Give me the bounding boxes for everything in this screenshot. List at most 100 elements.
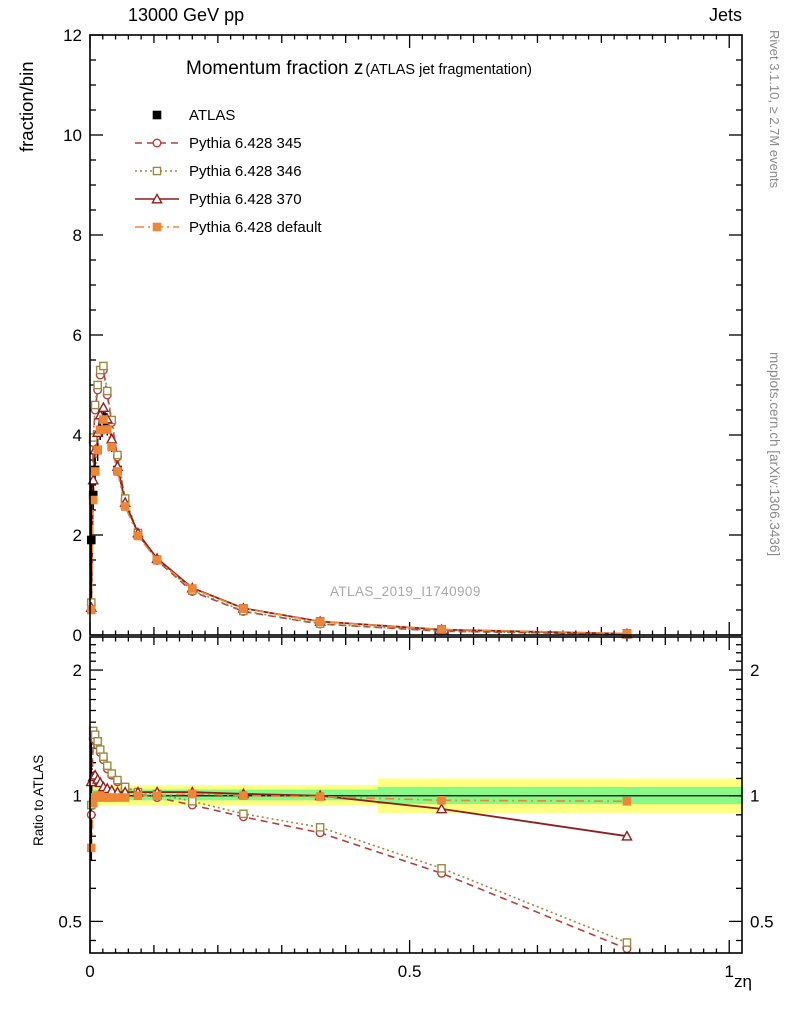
- square-filled-marker: [120, 502, 130, 511]
- circle-open-marker: [152, 138, 162, 148]
- y-tick-label: 4: [73, 426, 82, 445]
- legend-item-pythia-6-428-default: Pythia 6.428 default: [134, 218, 322, 236]
- square-open-marker: [102, 761, 112, 771]
- series-line-pythia-6-428-default: [90, 417, 627, 635]
- square-open-marker: [90, 400, 100, 410]
- square-filled-marker: [622, 629, 632, 638]
- x-tick-label: 1: [724, 962, 733, 981]
- triangle-open-marker: [97, 401, 110, 412]
- square-open-marker: [102, 386, 112, 396]
- square-filled-marker: [152, 110, 162, 120]
- square-open-marker: [315, 823, 325, 832]
- legend-item-pythia-6-428-370: Pythia 6.428 370: [134, 190, 322, 208]
- y-tick-label: 6: [73, 326, 82, 345]
- square-filled-marker: [113, 793, 122, 802]
- square-filled-marker: [86, 843, 96, 853]
- square-filled-marker: [113, 467, 122, 476]
- square-filled-marker: [133, 531, 143, 541]
- square-open-marker: [152, 166, 162, 176]
- square-filled-marker: [95, 425, 105, 435]
- square-open-marker: [113, 775, 122, 785]
- square-filled-marker: [437, 796, 446, 805]
- legend-swatch: [135, 138, 179, 148]
- legend: ATLAS Pythia 6.428 345 Pythia 6.428 346 Pyt…: [134, 106, 322, 236]
- main-panel-frame: [89, 34, 743, 636]
- square-open-marker: [99, 752, 108, 762]
- x-tick-label: 0.5: [398, 962, 422, 981]
- square-filled-marker: [239, 604, 248, 613]
- y-tick-label: 8: [73, 226, 82, 245]
- circle-open-marker: [86, 810, 96, 820]
- legend-item-atlas: ATLAS: [134, 106, 322, 124]
- beam-energy-label: 13000 GeV pp: [128, 5, 245, 25]
- x-tick-label: 0: [85, 962, 94, 981]
- legend-swatch: [135, 192, 179, 204]
- triangle-open-marker: [621, 830, 633, 841]
- series-line-pythia-6-428-370: [90, 404, 627, 635]
- square-filled-marker: [152, 555, 162, 565]
- square-filled-marker: [437, 625, 446, 634]
- series-markers: [85, 361, 633, 954]
- legend-swatch: [135, 166, 179, 176]
- square-open-marker: [239, 809, 248, 819]
- plot-title-main: Momentum fraction z: [186, 58, 364, 79]
- square-open-marker: [437, 864, 446, 873]
- square-filled-marker: [93, 445, 102, 455]
- y-tick-label: 10: [63, 126, 82, 145]
- y-tick-label: 1: [73, 787, 82, 806]
- square-open-marker: [187, 796, 197, 806]
- analysis-type-label: Jets: [708, 5, 742, 25]
- square-open-marker: [93, 380, 102, 390]
- ratio-bands: [90, 778, 742, 813]
- legend-label: ATLAS: [189, 106, 236, 124]
- square-filled-marker: [239, 791, 248, 801]
- ratio-line-pythia-6-428-345: [90, 737, 628, 950]
- square-filled-marker: [315, 792, 325, 801]
- square-open-marker: [622, 938, 632, 947]
- y-tick-label: 2: [73, 526, 82, 545]
- legend-label: Pythia 6.428 default: [189, 218, 322, 236]
- square-filled-marker: [187, 584, 197, 593]
- watermark: ATLAS_2019_I1740909: [330, 584, 481, 599]
- ratio-panel-frame: [89, 636, 743, 954]
- mcplots-reference-label: mcplots.cern.ch [arXiv:1306.3436]: [767, 352, 782, 557]
- y-tick-label: 2: [73, 661, 82, 680]
- square-filled-marker: [315, 617, 325, 626]
- legend-swatch: [135, 222, 179, 232]
- y-tick-label: 12: [63, 26, 82, 45]
- square-filled-marker: [133, 791, 143, 801]
- square-open-marker: [95, 745, 105, 754]
- y-axis-label-top: fraction/bin: [16, 61, 37, 153]
- square-filled-marker: [86, 605, 96, 615]
- square-filled-marker: [622, 796, 632, 806]
- ratio-line-pythia-6-428-346: [90, 730, 628, 944]
- square-filled-marker: [152, 222, 162, 232]
- plot-title: Momentum fraction z (ATLAS jet fragmentat…: [186, 58, 532, 80]
- y-tick-label: 1: [750, 787, 759, 806]
- triangle-open-marker: [151, 192, 163, 204]
- square-filled-marker: [187, 789, 197, 799]
- square-filled-marker: [86, 535, 96, 545]
- legend-label: Pythia 6.428 370: [189, 190, 302, 208]
- y-tick-label: 0.5: [750, 912, 774, 931]
- y-tick-label: 0.5: [58, 912, 82, 931]
- series-lines: [90, 364, 628, 950]
- legend-item-pythia-6-428-345: Pythia 6.428 345: [134, 134, 322, 152]
- square-filled-marker: [102, 425, 112, 434]
- square-open-marker: [93, 737, 102, 746]
- square-open-marker: [107, 769, 117, 778]
- square-filled-marker: [90, 467, 100, 476]
- legend-item-pythia-6-428-346: Pythia 6.428 346: [134, 162, 322, 180]
- y-axis-label-ratio: Ratio to ATLAS: [31, 754, 46, 846]
- square-filled-marker: [120, 793, 130, 802]
- square-open-marker: [113, 450, 122, 460]
- square-filled-marker: [99, 415, 108, 424]
- x-axis-label: zη: [734, 972, 752, 991]
- plot-title-sub: (ATLAS jet fragmentation): [365, 62, 532, 78]
- legend-label: Pythia 6.428 345: [189, 134, 302, 152]
- legend-label: Pythia 6.428 346: [189, 162, 302, 180]
- y-tick-label: 2: [750, 661, 759, 680]
